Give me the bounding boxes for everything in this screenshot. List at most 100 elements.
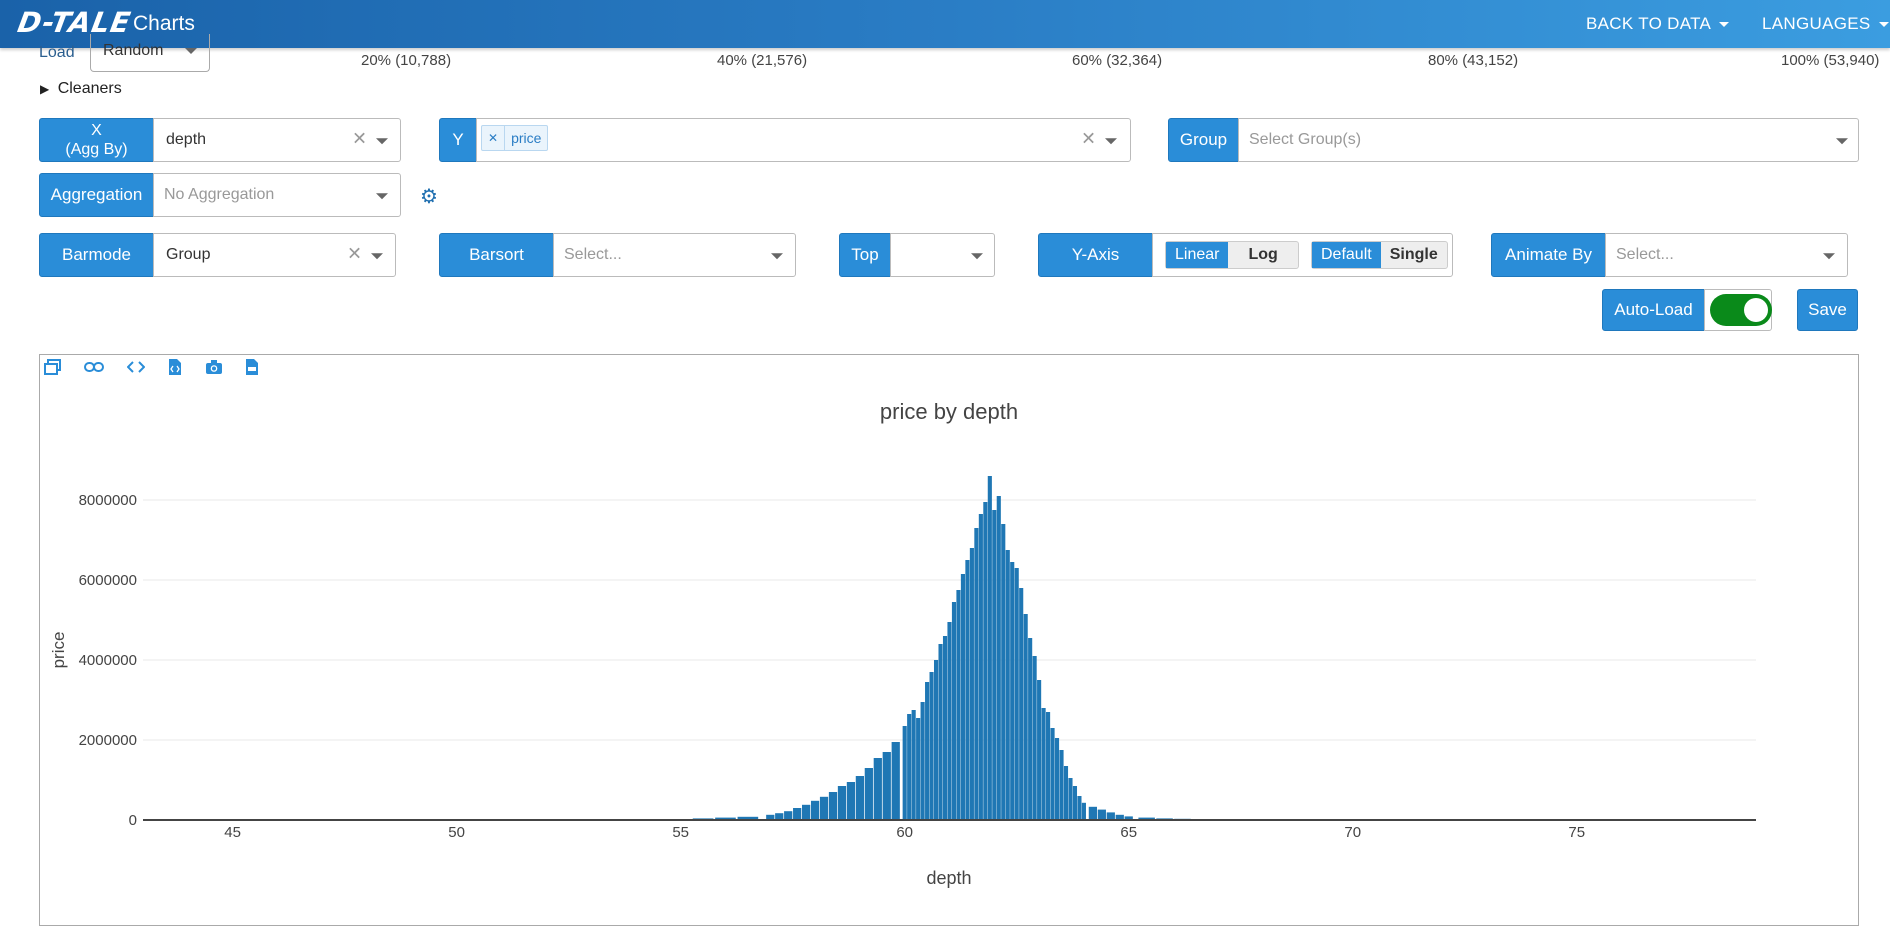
bar[interactable] [837, 786, 847, 820]
auto-load-toggle[interactable] [1710, 294, 1772, 326]
yaxis-single-option[interactable]: Single [1389, 246, 1438, 263]
bar[interactable] [855, 776, 865, 820]
bar[interactable] [1028, 638, 1033, 820]
bar[interactable] [802, 804, 811, 820]
barmode-select[interactable]: Group ✕ [153, 233, 396, 277]
bar[interactable] [911, 710, 916, 820]
bar[interactable] [810, 800, 820, 820]
bar[interactable] [715, 817, 736, 820]
bar[interactable] [992, 510, 997, 820]
chevron-down-icon[interactable] [971, 253, 983, 260]
bar[interactable] [1046, 712, 1051, 820]
chevron-down-icon[interactable] [376, 193, 388, 200]
yaxis-linear-option[interactable]: Linear [1166, 242, 1229, 268]
load-select[interactable]: Random [90, 34, 210, 72]
bar[interactable] [969, 548, 974, 820]
bar[interactable] [1023, 614, 1028, 820]
bar[interactable] [882, 752, 891, 820]
bar[interactable] [828, 792, 838, 820]
yaxis-log-option[interactable]: Log [1248, 246, 1278, 263]
bar[interactable] [956, 590, 961, 820]
save-button[interactable]: Save [1797, 289, 1858, 331]
bar[interactable] [938, 644, 943, 820]
bar[interactable] [925, 682, 930, 820]
clear-icon[interactable]: ✕ [1081, 128, 1097, 149]
bar[interactable] [996, 496, 1001, 820]
bar[interactable] [793, 808, 802, 820]
bar[interactable] [960, 574, 966, 820]
bar[interactable] [1077, 796, 1082, 820]
bar[interactable] [1088, 806, 1097, 820]
bar[interactable] [951, 602, 957, 820]
link-icon[interactable] [84, 360, 104, 374]
bar[interactable] [737, 816, 759, 820]
bar[interactable] [1097, 809, 1106, 820]
bar[interactable] [1010, 562, 1015, 820]
bar[interactable] [1019, 588, 1024, 820]
remove-tag-icon[interactable]: ✕ [482, 126, 506, 150]
export-html-icon[interactable] [168, 358, 182, 376]
bar[interactable] [902, 726, 907, 820]
chevron-down-icon[interactable] [771, 253, 783, 260]
bar[interactable] [775, 813, 784, 820]
bar[interactable] [1115, 814, 1124, 820]
bar[interactable] [864, 768, 873, 820]
aggregation-select[interactable]: No Aggregation [153, 173, 401, 217]
y-select[interactable]: ✕ price ✕ [476, 118, 1131, 162]
cleaners-toggle[interactable]: ▶ Cleaners [40, 80, 122, 98]
barsort-select[interactable]: Select... [553, 233, 796, 277]
bar[interactable] [1041, 708, 1046, 820]
bar[interactable] [933, 660, 939, 820]
bar[interactable] [1068, 778, 1073, 820]
chevron-down-icon[interactable] [1823, 253, 1835, 260]
bar[interactable] [942, 636, 948, 820]
bar[interactable] [1005, 550, 1010, 820]
languages-menu[interactable]: LANGUAGES [1762, 14, 1889, 34]
bar[interactable] [947, 622, 952, 820]
bar[interactable] [1059, 750, 1064, 820]
export-csv-icon[interactable] [245, 358, 259, 376]
popup-icon[interactable] [44, 358, 62, 376]
clear-icon[interactable]: ✕ [347, 243, 363, 264]
bar[interactable] [1054, 738, 1060, 820]
code-icon[interactable] [127, 360, 145, 374]
bar[interactable] [965, 560, 970, 820]
clear-icon[interactable]: ✕ [352, 128, 368, 149]
bar[interactable] [916, 718, 921, 820]
bar[interactable] [873, 758, 882, 820]
bar[interactable] [819, 796, 829, 820]
bar[interactable] [1014, 568, 1019, 820]
bar[interactable] [929, 672, 934, 820]
bar[interactable] [891, 742, 900, 820]
bar[interactable] [784, 811, 793, 820]
x-select[interactable]: depth ✕ [153, 118, 401, 162]
bar[interactable] [974, 528, 979, 820]
bar[interactable] [1138, 817, 1155, 820]
bar[interactable] [1001, 524, 1006, 820]
bar[interactable] [1063, 766, 1069, 820]
bar[interactable] [1037, 680, 1042, 820]
bar[interactable] [846, 782, 856, 820]
chevron-down-icon[interactable] [376, 138, 388, 145]
bar[interactable] [987, 476, 992, 820]
top-select[interactable] [890, 233, 995, 277]
bar[interactable] [1081, 802, 1086, 820]
bar[interactable] [978, 514, 983, 820]
bar[interactable] [1124, 816, 1133, 820]
bar[interactable] [983, 502, 988, 820]
camera-icon[interactable] [205, 359, 223, 375]
chevron-down-icon[interactable] [1836, 138, 1848, 145]
chevron-down-icon[interactable] [1105, 138, 1117, 145]
animate-by-select[interactable]: Select... [1605, 233, 1848, 277]
yaxis-default-option[interactable]: Default [1312, 242, 1381, 268]
chevron-down-icon[interactable] [371, 253, 383, 260]
bar[interactable] [907, 714, 912, 820]
group-select[interactable]: Select Group(s) [1238, 118, 1859, 162]
bar[interactable] [920, 702, 925, 820]
back-to-data-menu[interactable]: BACK TO DATA [1586, 14, 1730, 34]
bar[interactable] [1072, 786, 1078, 820]
bar[interactable] [1032, 656, 1037, 820]
bar[interactable] [1106, 812, 1115, 820]
bar[interactable] [1050, 728, 1055, 820]
bar[interactable] [766, 814, 775, 820]
